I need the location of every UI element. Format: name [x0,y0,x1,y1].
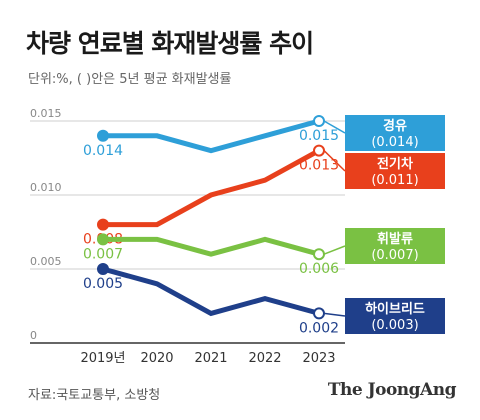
series-line [103,118,320,154]
data-point [313,115,325,127]
data-point [97,263,109,275]
x-tick-label: 2019년 [80,351,125,366]
legend-leader-line [323,312,346,317]
series-line [102,266,320,317]
x-tick-label: 2022 [248,351,281,366]
data-label: 0.005 [83,276,123,292]
x-tick-label: 2023 [302,351,335,366]
data-label: 0.013 [299,158,339,174]
series-line [103,148,321,228]
legend-leader-line [323,150,346,172]
series-line [103,236,320,257]
legend-box [345,115,445,151]
data-point [97,129,109,142]
chart-title: 차량 연료별 화재발생률 추이 [26,29,314,58]
data-point [313,307,325,320]
x-tick-label: 2020 [140,351,173,366]
y-tick-label: 0.015 [30,107,62,120]
data-point [97,233,109,246]
data-label: 0.006 [299,261,339,277]
data-point [313,144,325,157]
y-tick-label: 0 [30,329,37,342]
data-point [313,248,325,261]
legend-box [345,153,445,189]
legend-series-name: 하이브리드 [365,301,425,317]
data-label: 0.002 [299,320,339,336]
x-tick-label: 2021 [194,351,227,366]
legend-leader-line [323,120,346,134]
y-tick-label: 0.005 [30,255,62,268]
source-note: 자료:국토교통부, 소방청 [28,388,161,403]
legend-average: (0.003) [371,318,418,333]
legend-average: (0.007) [371,248,418,263]
legend-box [345,298,445,334]
legend-average: (0.014) [371,135,418,150]
data-label: 0.014 [83,143,123,159]
legend-series-name: 전기차 [377,156,413,172]
data-label: 0.015 [299,128,339,144]
data-point [97,218,109,231]
y-tick-label: 0.010 [30,181,62,194]
brand-logo: The JoongAng [327,380,457,400]
legend-leader-line [323,245,346,255]
legend-average: (0.011) [371,173,418,188]
legend-series-name: 휘발류 [377,231,413,247]
chart-subtitle: 단위:%, ( )안은 5년 평균 화재발생률 [28,72,232,87]
legend-box [345,228,445,264]
legend-series-name: 경유 [383,118,407,134]
data-label: 0.007 [83,246,123,262]
